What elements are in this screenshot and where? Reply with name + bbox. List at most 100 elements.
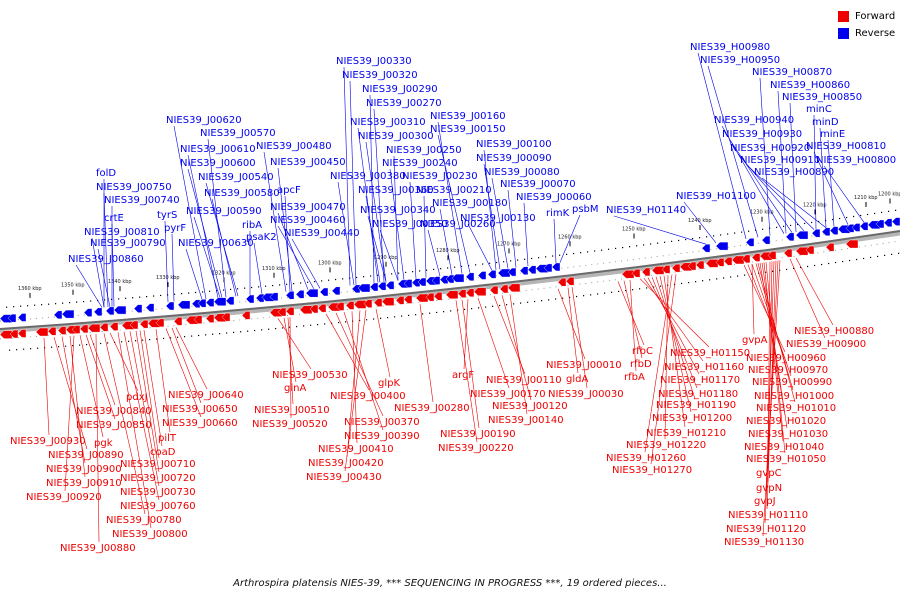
reverse-gene-label: NIES39_J00570: [200, 128, 276, 139]
reverse-gene-label: crtE: [104, 213, 124, 224]
forward-gene-label: NIES39_J00800: [112, 529, 188, 540]
scale-dot: [783, 225, 785, 228]
reverse-leader-line: [761, 177, 827, 229]
scale-dot: [517, 259, 519, 261]
forward-gene-arrow: [193, 315, 203, 324]
forward-leader-line: [509, 294, 528, 415]
forward-leader-line: [343, 311, 384, 431]
scale-tick-label: 1230 kbp: [750, 210, 774, 216]
scale-dot: [793, 267, 795, 270]
reverse-gene-label: NIES39_J00740: [104, 195, 180, 206]
scale-dot: [366, 319, 368, 321]
forward-gene-label: NIES39_H01020: [746, 416, 826, 427]
reverse-swatch: [838, 28, 849, 39]
scale-dot: [720, 234, 722, 236]
forward-gene-label: NIES39_J00910: [46, 478, 122, 489]
reverse-gene-arrow: [891, 217, 900, 226]
scale-dot: [247, 330, 249, 332]
forward-gene-label: NIES39_J00370: [344, 417, 420, 428]
forward-gene-label: NIES39_J00730: [120, 487, 196, 498]
reverse-gene-label: NIES39_H00800: [816, 155, 896, 166]
scale-dot: [111, 298, 113, 301]
scale-dot: [692, 238, 694, 240]
scale-dot: [415, 314, 417, 316]
reverse-leader-line: [173, 125, 207, 299]
forward-leader-line: [623, 280, 643, 359]
reverse-leader-line: [827, 139, 835, 227]
scale-dot: [275, 327, 277, 330]
reverse-gene-arrow: [551, 262, 561, 272]
reverse-leader-line: [389, 168, 405, 280]
scale-dot: [233, 331, 235, 334]
scale-dot: [118, 298, 120, 300]
forward-gene-arrow: [695, 260, 705, 270]
reverse-gene-arrow: [177, 300, 191, 310]
scale-dot: [181, 293, 183, 295]
forward-gene-arrow: [221, 312, 231, 322]
forward-leader-line: [557, 288, 586, 360]
forward-gene-label: NIES39_H01040: [744, 442, 824, 453]
scale-dot: [310, 324, 312, 326]
reverse-gene-label: NIES39_J00380: [330, 171, 406, 182]
scale-dot: [384, 273, 386, 276]
forward-gene-arrow: [99, 323, 109, 332]
reverse-leader-line: [491, 177, 509, 269]
scale-dot: [629, 246, 631, 248]
scale-dot: [888, 210, 890, 212]
reverse-gene-arrow: [369, 282, 379, 292]
reverse-leader-line: [369, 94, 375, 284]
forward-leader-line: [567, 287, 579, 374]
reverse-gene-arrow: [225, 296, 235, 306]
reverse-leader-line: [171, 233, 175, 302]
legend-reverse-label: Reverse: [855, 28, 896, 39]
forward-gene-label: NIES39_J00410: [318, 444, 394, 455]
forward-gene-arrow: [661, 265, 671, 274]
reverse-gene-label: minD: [812, 117, 839, 128]
scale-dot: [639, 288, 641, 290]
scale-dot: [867, 213, 869, 216]
reverse-leader-line: [553, 218, 557, 263]
forward-gene-label: gvpJ: [754, 496, 776, 507]
reverse-leader-line: [697, 52, 747, 239]
scale-dot: [401, 315, 403, 317]
scale-dot: [160, 294, 162, 297]
forward-gene-arrow: [363, 299, 373, 308]
reverse-gene-label: NIES39_J00330: [336, 56, 412, 67]
forward-gene-label: NIES39_H00960: [746, 353, 826, 364]
scale-dot: [583, 295, 585, 297]
scale-dot: [461, 265, 463, 267]
reverse-leader-line: [284, 195, 291, 292]
forward-gene-label: NIES39_J00760: [120, 501, 196, 512]
reverse-gene-arrow: [883, 218, 893, 227]
scale-dot: [205, 334, 207, 336]
forward-leader-line: [143, 330, 163, 447]
forward-leader-line: [571, 287, 588, 389]
scale-dot: [734, 232, 736, 234]
scale-dot: [786, 268, 788, 271]
forward-leader-line: [743, 265, 786, 353]
reverse-gene-arrow: [319, 287, 329, 297]
scale-dot: [286, 283, 288, 285]
reverse-gene-label: NIES39_J00080: [484, 167, 560, 178]
reverse-gene-label: NIES39_J00130: [460, 213, 536, 224]
forward-gene-label: NIES39_J00720: [120, 473, 196, 484]
forward-gene-label: NIES39_H01030: [748, 429, 828, 440]
forward-leader-line: [375, 308, 391, 378]
scale-dot: [664, 241, 666, 243]
scale-dot: [51, 346, 53, 348]
forward-gene-label: NIES39_H01200: [652, 413, 732, 424]
forward-gene-arrow: [71, 325, 81, 334]
scale-dot: [545, 256, 547, 258]
scale-dot: [345, 321, 347, 323]
forward-leader-line: [764, 260, 779, 524]
scale-dot: [244, 287, 246, 289]
reverse-gene-label: folD: [96, 168, 116, 179]
reverse-leader-line: [427, 229, 441, 277]
scale-tick-label: 1260 kbp: [558, 234, 582, 240]
reverse-gene-arrow: [431, 276, 441, 285]
scale-dot: [856, 258, 858, 261]
reverse-gene-label: NIES39_J00470: [270, 202, 346, 213]
reverse-leader-line: [337, 181, 355, 286]
reverse-leader-line: [437, 121, 463, 274]
scale-dot: [447, 267, 449, 269]
